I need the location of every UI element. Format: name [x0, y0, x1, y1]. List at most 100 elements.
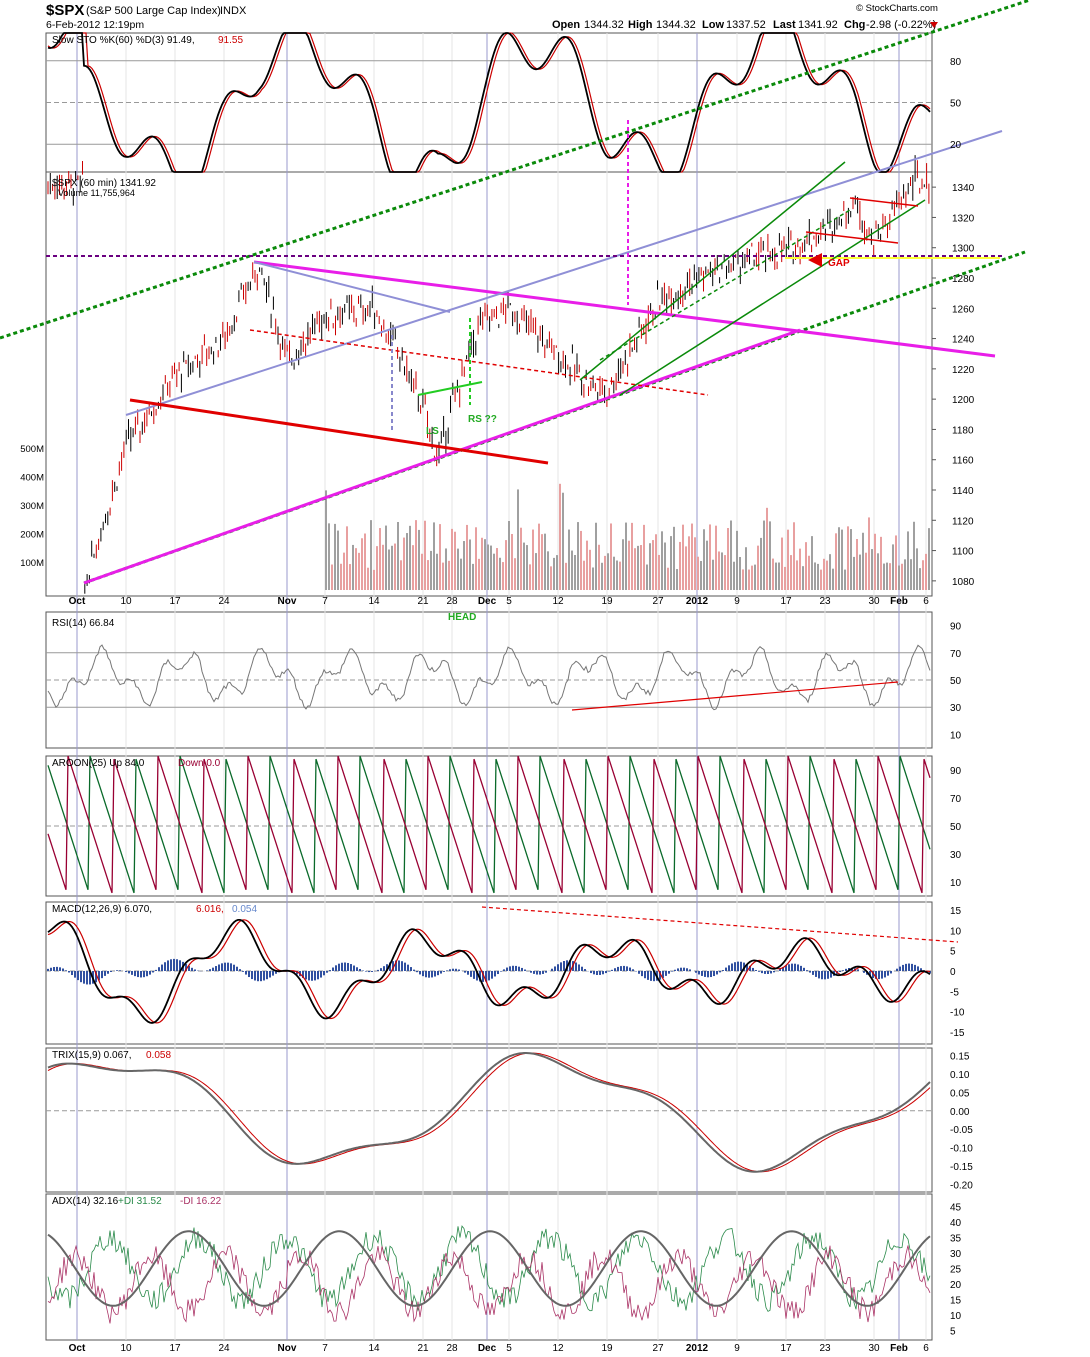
trix-title-extra: 0.058	[146, 1050, 171, 1061]
macd-tick-5: -10	[950, 1008, 965, 1019]
xtick-bottom-9: Dec	[478, 1343, 497, 1354]
macd-title: MACD(12,26,9) 6.070, 6.016, 0.054	[52, 904, 257, 915]
trix-tick-2: 0.05	[950, 1088, 970, 1099]
price-tick-8: 1180	[952, 425, 974, 436]
lavender-triangle-top	[253, 261, 451, 313]
xtick-top-7: 21	[417, 596, 429, 607]
aroon-title-text: AROON(25) Up 84.0	[52, 758, 145, 769]
price-title-text: $SPX (60 min) 1341.92	[52, 178, 156, 189]
volume-bars	[325, 483, 930, 590]
macd-line	[47, 919, 931, 1024]
aroon-up-line	[47, 755, 931, 894]
adx-tick-1: 40	[950, 1218, 962, 1229]
axis-labels: Oct Oct 10 10 17 17 24 24 Nov Nov 7 7 14 14 21 21 28 28 De…	[20, 57, 974, 1354]
datetime: 6-Feb-2012 12:19pm	[46, 19, 144, 31]
trix-tick-6: -0.15	[950, 1162, 973, 1173]
index-name: (S&P 500 Large Cap Index)	[86, 5, 221, 17]
red-flag-top	[849, 197, 919, 207]
minus-di-line	[47, 1244, 931, 1324]
macd-signal-line	[47, 919, 931, 1024]
vol-tick-3: 200M	[20, 530, 44, 541]
green-channel-2	[619, 199, 926, 396]
macd-tick-2: 5	[950, 947, 956, 958]
price-tick-1: 1320	[952, 213, 975, 224]
high-value: 1344.32	[656, 19, 696, 31]
adx-title-extra: -DI 16.22	[180, 1196, 222, 1207]
xtick-top-11: 12	[552, 596, 564, 607]
xtick-top-3: 24	[218, 596, 230, 607]
xtick-bottom-20: 6	[923, 1343, 929, 1354]
sto-tick-2: 20	[950, 140, 962, 151]
rsi-line	[47, 644, 931, 711]
price-tick-13: 1080	[952, 577, 975, 588]
trix-tick-5: -0.10	[950, 1144, 973, 1155]
rsi-title: RSI(14) 66.84	[52, 618, 115, 629]
panel-frame-trix	[45, 1047, 933, 1193]
rsi-tick-2: 50	[950, 676, 962, 687]
price-tick-0: 1340	[952, 183, 975, 194]
rsi-tick-4: 10	[950, 730, 962, 741]
adx-tick-6: 15	[950, 1296, 962, 1307]
xtick-bottom-14: 2012	[686, 1343, 709, 1354]
low-value: 1337.52	[726, 19, 766, 31]
xtick-bottom-13: 27	[652, 1343, 664, 1354]
xtick-top-5: 7	[322, 596, 328, 607]
panel-frames	[45, 32, 933, 1341]
open-value: 1344.32	[584, 19, 624, 31]
red-neckline	[129, 398, 549, 465]
xtick-bottom-0: Oct	[69, 1343, 86, 1354]
trix-tick-4: -0.05	[950, 1125, 973, 1136]
price-tick-7: 1200	[952, 395, 975, 406]
vol-tick-1: 400M	[20, 473, 44, 484]
rsi-trendline	[571, 681, 899, 711]
adx-tick-3: 30	[950, 1249, 962, 1260]
price-tick-9: 1160	[952, 456, 974, 467]
adx-line	[47, 1230, 931, 1307]
xtick-bottom-5: 7	[322, 1343, 328, 1354]
price-tick-11: 1120	[952, 516, 974, 527]
xtick-top-18: 30	[868, 596, 880, 607]
sto-title: Slow STO %K(60) %D(3) 91.49, 91.55	[52, 35, 243, 46]
aroon-tick-3: 30	[950, 850, 962, 861]
macd-title-extra: 0.054	[232, 904, 257, 915]
xtick-bottom-3: 24	[218, 1343, 230, 1354]
sto-title-text: Slow STO %K(60) %D(3) 91.49,	[52, 35, 195, 46]
vol-tick-0: 500M	[20, 444, 44, 455]
gap-annotation: GAP	[828, 258, 850, 269]
red-flag-bottom	[805, 231, 899, 244]
panel-frame-macd	[45, 901, 933, 1045]
price-tick-5: 1240	[952, 335, 975, 346]
red-dotted-line	[249, 329, 709, 396]
vertical-gridlines	[46, 33, 932, 1340]
xtick-top-2: 17	[169, 596, 181, 607]
head-annotation: HEAD	[448, 612, 476, 623]
adx-title-extra: +DI 31.52	[118, 1196, 162, 1207]
macd-tick-0: 15	[950, 906, 962, 917]
panel-frame-price	[45, 171, 933, 597]
adx-tick-0: 45	[950, 1202, 962, 1213]
xtick-top-17: 23	[819, 596, 831, 607]
adx-title-text: ADX(14) 32.16	[52, 1196, 119, 1207]
macd-title-text: MACD(12,26,9) 6.070,	[52, 904, 152, 915]
aroon-title: AROON(25) Up 84.0 Down 0.0	[52, 758, 221, 769]
rsi-tick-3: 30	[950, 703, 962, 714]
xtick-bottom-19: Feb	[890, 1343, 908, 1354]
chart-series	[47, 32, 931, 1324]
adx-tick-2: 35	[950, 1233, 962, 1244]
xtick-top-10: 5	[506, 596, 512, 607]
chg-label: Chg	[844, 19, 865, 31]
xtick-bottom-1: 10	[120, 1343, 132, 1354]
high-label: High	[628, 19, 653, 31]
xtick-bottom-15: 9	[734, 1343, 740, 1354]
trix-tick-3: 0.00	[950, 1107, 970, 1118]
price-title: $SPX (60 min) 1341.92	[52, 178, 156, 189]
xtick-top-4: Nov	[278, 596, 297, 607]
green-dotted-upper-channel	[0, 0, 1031, 340]
xtick-bottom-17: 23	[819, 1343, 831, 1354]
aroon-title-extra: Down 0.0	[178, 758, 221, 769]
xtick-top-6: 14	[368, 596, 380, 607]
price-bars	[47, 155, 930, 594]
xtick-bottom-8: 28	[446, 1343, 458, 1354]
xtick-bottom-6: 14	[368, 1343, 380, 1354]
